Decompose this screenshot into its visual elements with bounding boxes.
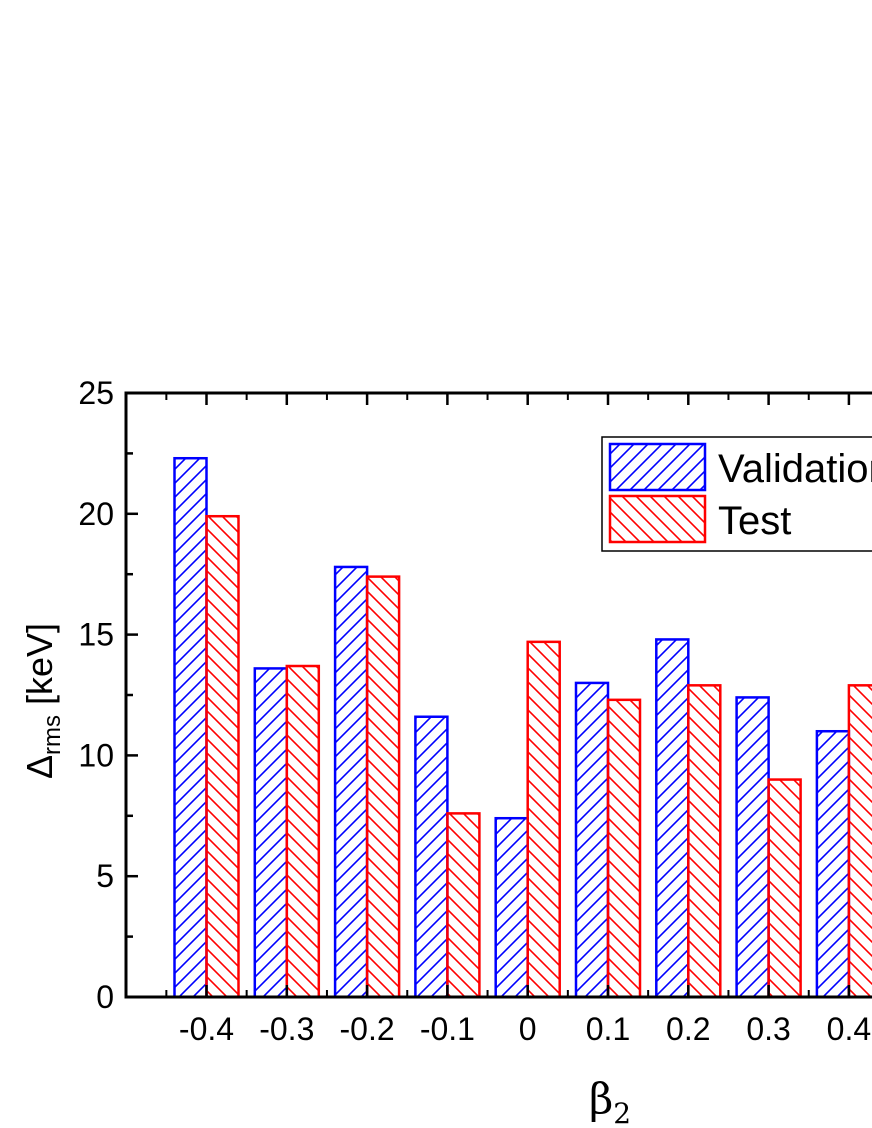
x-tick-label: 0.2 [666, 1011, 710, 1047]
legend-label-test: Test [718, 499, 791, 543]
x-tick-label: 0 [519, 1011, 537, 1047]
bar-test-0.3 [767, 778, 802, 999]
bar-test--0.1 [446, 812, 481, 999]
bars-group [173, 456, 872, 999]
x-tick-label: -0.2 [340, 1011, 395, 1047]
bar-validation--0.3 [253, 667, 289, 999]
legend-swatch-test [608, 494, 707, 544]
x-tick-label: 0.3 [746, 1011, 790, 1047]
bar-validation--0.4 [173, 456, 208, 999]
y-axis-title-main: Δ [19, 755, 60, 779]
bar-validation-0 [494, 816, 529, 999]
y-tick-label: 5 [96, 858, 114, 894]
bar-test-0.2 [687, 684, 722, 999]
y-tick-label: 10 [78, 737, 114, 773]
bar-validation-0.2 [655, 638, 690, 999]
x-tick-label: 0.4 [827, 1011, 871, 1047]
bar-validation-0.3 [735, 696, 770, 999]
y-tick-label: 0 [96, 979, 114, 1015]
y-axis: 0 5 10 15 20 25 [78, 375, 138, 1015]
x-tick-label: -0.1 [420, 1011, 475, 1047]
x-axis-title-sub: 2 [613, 1097, 631, 1128]
bar-test--0.2 [365, 575, 401, 999]
x-axis: -0.4 -0.3 -0.2 -0.1 0 0.1 0.2 0.3 0.4 [165, 393, 871, 1047]
x-axis-title-main: β [589, 1074, 613, 1123]
y-tick-label: 25 [78, 375, 114, 411]
legend-swatch-validation [608, 442, 707, 492]
bar-validation-0.1 [574, 681, 610, 999]
legend: Validation Test [601, 436, 872, 552]
y-axis-title-unit: [keV] [19, 623, 60, 715]
x-tick-label: -0.4 [179, 1011, 234, 1047]
bar-test--0.3 [285, 664, 321, 999]
y-tick-label: 15 [78, 617, 114, 653]
bar-test-0.4 [847, 684, 872, 999]
y-axis-title-sub: rms [39, 715, 66, 755]
x-tick-label: -0.3 [259, 1011, 314, 1047]
legend-label-validation: Validation [718, 447, 872, 491]
y-axis-title: Δrms [keV] [19, 623, 66, 779]
bar-test-0 [526, 640, 561, 999]
x-tick-label: 0.1 [586, 1011, 630, 1047]
bar-validation--0.2 [333, 565, 369, 999]
x-axis-title: β2 [589, 1074, 631, 1128]
bar-test--0.4 [205, 514, 240, 999]
bar-validation-0.4 [815, 729, 851, 999]
bar-validation--0.1 [414, 715, 449, 999]
y-tick-label: 20 [78, 496, 114, 532]
bar-test-0.1 [606, 698, 642, 999]
